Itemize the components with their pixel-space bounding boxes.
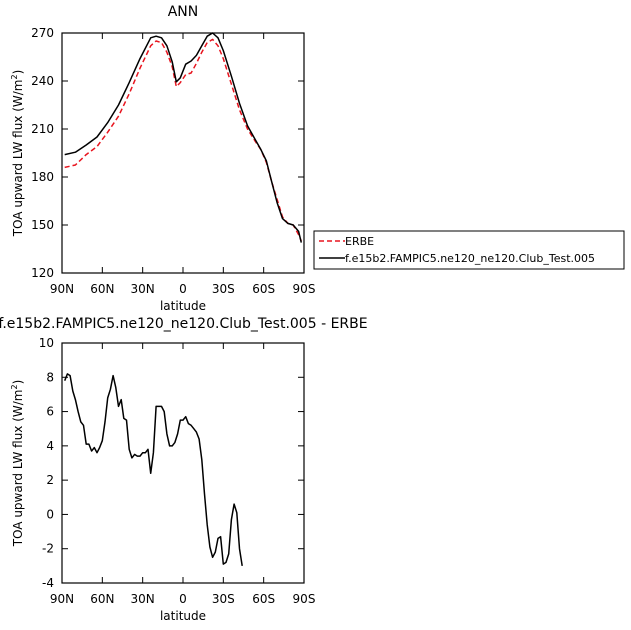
top-x-tick-label: 30S <box>212 282 235 296</box>
top-panel: ANN 90N 60N 30N 0 30S 60S 90S 120 150 180 210 240 27… <box>10 4 315 313</box>
bottom-ticks-group: 90N 60N 30N 0 30S 60S 90S -4 -2 0 2 4 6 8 10 <box>39 336 316 606</box>
bottom-y-tick-label: 2 <box>46 473 54 487</box>
bottom-y-tick-label: -4 <box>42 576 54 590</box>
bottom-panel: f.e15b2.FAMPIC5.ne120_ne120.Club_Test.00… <box>0 316 368 623</box>
bottom-x-tick-label: 30S <box>212 592 235 606</box>
top-x-tick-label: 0 <box>179 282 187 296</box>
bottom-plot-frame <box>61 342 305 584</box>
bottom-panel-title: f.e15b2.FAMPIC5.ne120_ne120.Club_Test.00… <box>0 316 368 332</box>
bottom-y-tick-label: 8 <box>46 370 54 384</box>
bottom-x-tick-label: 0 <box>179 592 187 606</box>
bottom-series-group <box>64 373 243 567</box>
bottom-series-line-0 <box>64 373 243 567</box>
top-x-tick-label: 60S <box>252 282 275 296</box>
legend-label-erbe: ERBE <box>345 235 374 248</box>
bottom-x-tick-label: 90N <box>50 592 74 606</box>
top-y-tick-label: 150 <box>31 218 54 232</box>
top-y-axis-label: TOA upward LW flux (W/m2) <box>10 70 25 238</box>
bottom-y-tick-label: 4 <box>46 439 54 453</box>
top-y-tick-label: 120 <box>31 266 54 280</box>
top-panel-title: ANN <box>168 4 199 20</box>
top-x-tick-label: 90S <box>293 282 316 296</box>
bottom-x-tick-label: 90S <box>293 592 316 606</box>
bottom-x-axis-label: latitude <box>160 609 206 623</box>
top-series-line-1 <box>64 32 303 243</box>
bottom-y-tick-label: 10 <box>39 336 54 350</box>
bottom-y-tick-label: 6 <box>46 405 54 419</box>
bottom-y-tick-label: 0 <box>46 507 54 521</box>
top-x-tick-label: 60N <box>90 282 114 296</box>
top-y-axis-label-superscript: 2 <box>10 74 19 79</box>
bottom-y-tick-label: -2 <box>42 542 54 556</box>
legend-box <box>313 230 625 270</box>
top-y-tick-label: 270 <box>31 26 54 40</box>
legend-label-model: f.e15b2.FAMPIC5.ne120_ne120.Club_Test.00… <box>345 252 595 265</box>
bottom-y-axis-label-superscript: 2 <box>10 384 19 389</box>
top-x-axis-label: latitude <box>160 299 206 313</box>
top-series-group <box>64 32 303 243</box>
top-y-tick-label: 180 <box>31 170 54 184</box>
top-ticks-group: 90N 60N 30N 0 30S 60S 90S 120 150 180 210 240 270 <box>31 26 315 296</box>
top-x-tick-label: 30N <box>131 282 155 296</box>
top-x-tick-label: 90N <box>50 282 74 296</box>
bottom-y-axis-label: TOA upward LW flux (W/m2) <box>10 380 25 548</box>
bottom-x-tick-label: 30N <box>131 592 155 606</box>
legend: ERBE f.e15b2.FAMPIC5.ne120_ne120.Club_Te… <box>313 230 625 270</box>
bottom-x-tick-label: 60N <box>90 592 114 606</box>
bottom-x-tick-label: 60S <box>252 592 275 606</box>
top-y-tick-label: 240 <box>31 74 54 88</box>
top-y-tick-label: 210 <box>31 122 54 136</box>
